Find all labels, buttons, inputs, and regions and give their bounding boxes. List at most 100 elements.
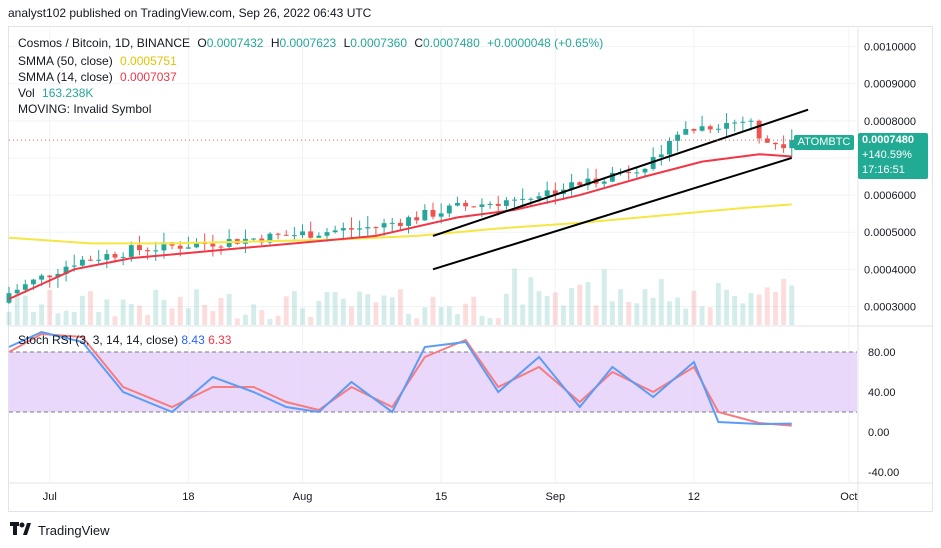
- volume-bar: [47, 289, 53, 325]
- volume-bar: [691, 290, 697, 325]
- candle-body: [251, 238, 257, 240]
- volume-bar: [128, 304, 134, 325]
- tradingview-logo-icon: [10, 522, 32, 539]
- candle-body: [471, 206, 477, 208]
- volume-bar: [520, 304, 526, 325]
- candle-body: [96, 259, 102, 261]
- stoch-tick-label: -40.00: [868, 467, 899, 479]
- candle-body: [487, 203, 493, 205]
- volume-bar: [226, 294, 232, 325]
- legend-smma50: SMMA (50, close) 0.0005751: [18, 54, 181, 68]
- candle-body: [667, 140, 672, 155]
- candle-body: [756, 120, 762, 139]
- stoch-tick-label: 80.00: [868, 347, 896, 359]
- candle-body: [479, 204, 485, 207]
- volume-bar: [512, 268, 517, 325]
- volume-bar: [650, 297, 656, 325]
- legend-vol: Vol 163.238K: [18, 86, 97, 100]
- volume-bar: [308, 316, 314, 325]
- stoch-d-value: 6.33: [208, 333, 232, 347]
- candle-body: [552, 190, 558, 194]
- candle-body: [495, 203, 501, 206]
- legend-low-label: L: [343, 36, 351, 50]
- volume-bar: [88, 291, 93, 325]
- volume-bar: [683, 308, 689, 325]
- candle-body: [267, 233, 273, 243]
- x-tick-label: Sep: [546, 491, 566, 503]
- legend-vol-label: Vol: [18, 86, 35, 100]
- volume-bar: [463, 303, 469, 325]
- candle-body: [349, 228, 354, 230]
- candle-body: [365, 227, 371, 229]
- stoch-k-line: [8, 330, 792, 426]
- volume-bar: [626, 301, 632, 325]
- legend-smma50-value: 0.0005751: [120, 54, 177, 68]
- volume-bar: [316, 300, 322, 325]
- footer-brand-text: TradingView: [38, 523, 110, 538]
- candle-body: [88, 259, 93, 261]
- last-price-tag: 0.0007480 +140.59% 17:16:51: [858, 133, 928, 179]
- volume-bar: [397, 289, 403, 325]
- price-tick-label: 0.0003000: [864, 301, 916, 313]
- price-tick-label: 0.0009000: [864, 79, 916, 91]
- volume-bar: [601, 269, 607, 325]
- volume-bar: [104, 299, 110, 325]
- price-tick-label: 0.0004000: [864, 264, 916, 276]
- volume-bar: [267, 318, 273, 325]
- footer-brand[interactable]: TradingView: [10, 522, 110, 539]
- candle-body: [740, 121, 746, 123]
- stoch-tick-label: 0.00: [868, 427, 889, 439]
- candle-body: [406, 217, 411, 226]
- volume-bar: [609, 301, 615, 325]
- stoch-tick-label: 40.00: [868, 387, 896, 399]
- volume-bar: [185, 308, 191, 325]
- x-tick-label: 15: [435, 491, 447, 503]
- candle-body: [357, 228, 363, 230]
- stoch-legend: Stoch RSI (3, 3, 14, 14, close) 8.43 6.3…: [18, 333, 231, 347]
- volume-bar: [438, 307, 444, 325]
- volume-bar: [552, 292, 558, 325]
- candle-body: [63, 266, 69, 274]
- candle-body: [707, 126, 713, 130]
- volume-bar: [503, 293, 509, 325]
- volume-bar: [544, 296, 550, 325]
- volume-bar: [528, 277, 534, 325]
- volume-bar: [300, 308, 305, 325]
- volume-bar: [332, 292, 338, 325]
- legend-close: 0.0007480: [423, 36, 480, 50]
- candle-body: [332, 230, 338, 233]
- candle-body: [422, 209, 428, 221]
- legend-smma50-label: SMMA (50, close): [18, 54, 113, 68]
- volume-bar: [373, 302, 379, 325]
- legend-close-label: C: [414, 36, 424, 50]
- candle-body: [536, 196, 542, 199]
- candle-body: [699, 126, 705, 131]
- volume-bar: [349, 306, 354, 325]
- volume-bar: [618, 289, 623, 325]
- legend-low: 0.0007360: [350, 36, 407, 50]
- trend-channel-upper: [432, 108, 809, 237]
- volume-bar: [153, 289, 159, 325]
- candle-body: [634, 172, 640, 174]
- candle-body: [283, 234, 289, 236]
- legend-high: 0.0007623: [279, 36, 337, 50]
- candle-body: [430, 209, 436, 217]
- legend-smma14-value: 0.0007037: [120, 70, 177, 84]
- candle-body: [446, 205, 452, 214]
- volume-bar: [161, 299, 167, 325]
- volume-bar: [781, 278, 787, 325]
- candle-body: [724, 123, 729, 129]
- volume-bar: [120, 299, 126, 325]
- candle-body: [650, 157, 656, 169]
- candle-body: [22, 284, 28, 290]
- price-tick-label: 0.0006000: [864, 190, 916, 202]
- candle-body: [161, 242, 167, 251]
- chart-frame: [8, 26, 933, 512]
- header-publisher-line: analyst102 published on TradingView.com,…: [8, 6, 372, 20]
- candle-body: [577, 182, 583, 186]
- volume-bar: [422, 307, 428, 325]
- candle-body: [512, 199, 517, 201]
- volume-bar: [177, 296, 183, 325]
- candle-body: [691, 128, 697, 131]
